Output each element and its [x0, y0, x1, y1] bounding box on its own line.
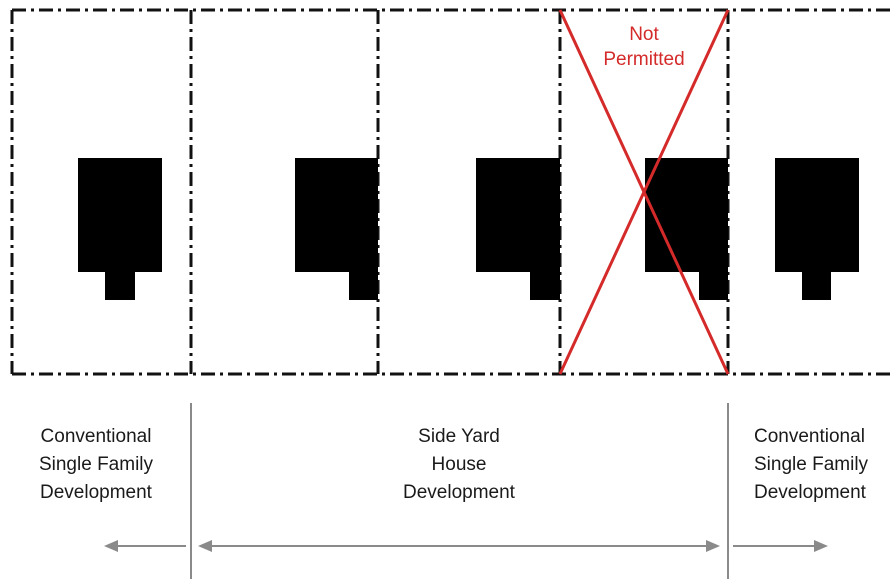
- zone-boundaries: [190, 403, 729, 579]
- house-lot-1: [78, 158, 162, 300]
- houses: [78, 158, 859, 300]
- zone-right-line1: Conventional: [754, 426, 865, 447]
- zone-left-line2: Single Family: [39, 454, 154, 475]
- zone-left-line3: Development: [40, 482, 153, 503]
- zone-label-left: Conventional Single Family Development: [39, 426, 154, 503]
- not-permitted-label-line1: Not: [629, 24, 659, 45]
- arrow-middle-head-right: [706, 540, 720, 552]
- zone-middle-line3: Development: [403, 482, 516, 503]
- not-permitted-cross: [558, 9, 730, 375]
- arrow-right-head: [814, 540, 828, 552]
- house-lot-5: [775, 158, 859, 300]
- zone-label-right: Conventional Single Family Development: [754, 426, 869, 503]
- zone-right-line2: Single Family: [754, 454, 869, 475]
- zone-middle-line1: Side Yard: [418, 426, 500, 447]
- cross-line-2: [558, 9, 730, 375]
- arrow-middle-head-left: [198, 540, 212, 552]
- house-lot-2: [295, 158, 378, 300]
- not-permitted-label-line2: Permitted: [603, 49, 684, 70]
- arrow-left-head: [104, 540, 118, 552]
- zone-middle-line2: House: [432, 454, 487, 475]
- zone-left-line1: Conventional: [41, 426, 152, 447]
- zone-label-middle: Side Yard House Development: [403, 426, 516, 503]
- zone-right-line3: Development: [754, 482, 867, 503]
- extent-arrows: [104, 540, 828, 552]
- not-permitted-label-bg: [590, 20, 698, 70]
- house-lot-3: [476, 158, 560, 300]
- house-lot-4: [645, 158, 728, 300]
